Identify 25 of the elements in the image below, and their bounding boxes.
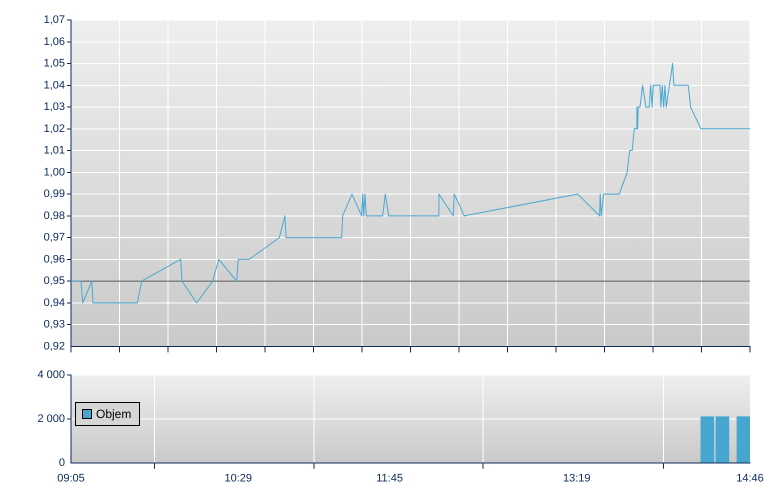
y-tick-label: 0,98 [44, 210, 65, 222]
y-tick-label: 1,01 [44, 144, 65, 157]
legend-label: Objem [96, 407, 132, 421]
x-tick-label: 14:46 [736, 472, 764, 484]
y-tick-label: 1,06 [44, 36, 65, 48]
y-tick-label: 0,95 [44, 275, 65, 288]
y-tick-label: 1,00 [44, 166, 65, 178]
y-tick-label: 1,05 [44, 58, 65, 70]
x-tick-label: 11:45 [376, 472, 403, 484]
y-tick-label: 0,92 [44, 340, 65, 352]
y-tick-label: 0,96 [44, 253, 65, 266]
y-tick-label: 2 000 [37, 412, 65, 425]
y-tick-label: 0,97 [44, 232, 65, 244]
y-tick-label: 1,03 [44, 101, 65, 114]
y-tick-label: 1,02 [44, 122, 65, 135]
y-tick-label: 4 000 [37, 369, 65, 382]
y-tick-label: 0,93 [44, 318, 65, 331]
y-tick-label: 0,94 [44, 296, 65, 309]
x-tick-label: 13:19 [563, 472, 591, 484]
y-tick-label: 0 [58, 456, 65, 469]
y-tick-label: 1,07 [44, 14, 65, 26]
y-tick-label: 0,99 [44, 188, 65, 200]
y-tick-label: 1,04 [44, 79, 65, 92]
x-tick-label: 09:05 [57, 472, 85, 484]
x-tick-label: 10:29 [224, 472, 252, 484]
